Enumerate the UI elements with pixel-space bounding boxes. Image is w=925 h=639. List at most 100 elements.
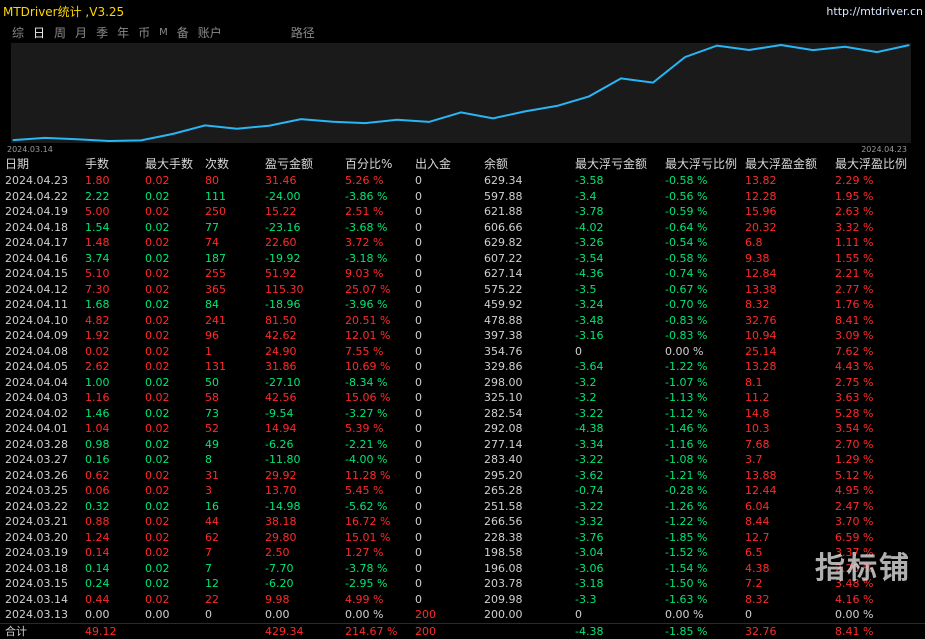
cell-percent: 214.67 % bbox=[345, 624, 397, 639]
tab-m[interactable]: M bbox=[159, 24, 168, 42]
cell-max-float-loss: -3.18 bbox=[575, 576, 603, 592]
tab-month[interactable]: 月 bbox=[75, 24, 87, 42]
cell-max-float-loss-pct: -1.22 % bbox=[665, 514, 707, 530]
cell-max-float-loss-pct: 0.00 % bbox=[665, 607, 703, 623]
cell-max-float-profit: 8.1 bbox=[745, 375, 763, 391]
tab-week[interactable]: 周 bbox=[54, 24, 66, 42]
cell-profit: -9.54 bbox=[265, 406, 293, 422]
cell-profit: 42.56 bbox=[265, 390, 297, 406]
cell-max-float-profit-pct: 3.32 % bbox=[835, 220, 873, 236]
cell-lots: 0.14 bbox=[85, 545, 110, 561]
cell-max-float-loss: 最大浮亏金额 bbox=[575, 156, 647, 173]
cell-trades: 0 bbox=[205, 607, 212, 623]
cell-max-lots: 0.02 bbox=[145, 406, 170, 422]
cell-percent: 1.27 % bbox=[345, 545, 383, 561]
cell-lots: 0.16 bbox=[85, 452, 110, 468]
balance-point bbox=[844, 46, 845, 47]
cell-max-float-profit: 6.5 bbox=[745, 545, 763, 561]
cell-lots: 5.00 bbox=[85, 204, 110, 220]
tab-summary[interactable]: 综 bbox=[12, 24, 24, 42]
cell-max-float-profit: 12.28 bbox=[745, 189, 777, 205]
cell-deposit: 0 bbox=[415, 251, 422, 267]
cell-trades: 1 bbox=[205, 344, 212, 360]
balance-point bbox=[780, 44, 781, 45]
tab-year[interactable]: 年 bbox=[117, 24, 129, 42]
balance-chart bbox=[11, 43, 911, 143]
cell-balance: 251.58 bbox=[484, 499, 523, 515]
cell-lots: 1.80 bbox=[85, 173, 110, 189]
cell-balance: 203.78 bbox=[484, 576, 523, 592]
cell-max-lots: 0.02 bbox=[145, 483, 170, 499]
cell-profit: 31.46 bbox=[265, 173, 297, 189]
cell-profit: -27.10 bbox=[265, 375, 300, 391]
cell-percent: 16.72 % bbox=[345, 514, 390, 530]
cell-max-lots: 0.02 bbox=[145, 390, 170, 406]
cell-percent: -5.62 % bbox=[345, 499, 387, 515]
cell-max-float-loss: -3.34 bbox=[575, 437, 603, 453]
tab-note[interactable]: 备 bbox=[177, 24, 189, 42]
cell-deposit: 0 bbox=[415, 344, 422, 360]
cell-max-float-profit-pct: 5.28 % bbox=[835, 406, 873, 422]
cell-max-float-loss: -3.22 bbox=[575, 452, 603, 468]
cell-trades: 84 bbox=[205, 297, 219, 313]
cell-profit: 81.50 bbox=[265, 313, 297, 329]
cell-deposit: 200 bbox=[415, 607, 436, 623]
cell-percent: 10.69 % bbox=[345, 359, 390, 375]
cell-percent: -3.27 % bbox=[345, 406, 387, 422]
cell-deposit: 0 bbox=[415, 483, 422, 499]
cell-deposit: 0 bbox=[415, 514, 422, 530]
cell-profit: 14.94 bbox=[265, 421, 297, 437]
cell-max-float-loss-pct: -1.08 % bbox=[665, 452, 707, 468]
cell-max-lots: 0.02 bbox=[145, 468, 170, 484]
tab-account[interactable]: 账户 bbox=[198, 24, 222, 42]
cell-trades: 77 bbox=[205, 220, 219, 236]
cell-max-lots: 0.02 bbox=[145, 421, 170, 437]
tab-path[interactable]: 路径 bbox=[291, 24, 315, 42]
cell-percent: 0.00 % bbox=[345, 607, 383, 623]
cell-date: 2024.03.14 bbox=[5, 592, 68, 608]
website-link[interactable]: http://mtdriver.cn bbox=[826, 5, 923, 18]
cell-profit: 31.86 bbox=[265, 359, 297, 375]
cell-trades: 次数 bbox=[205, 156, 229, 173]
cell-deposit: 0 bbox=[415, 421, 422, 437]
cell-lots: 1.46 bbox=[85, 406, 110, 422]
cell-max-float-loss: -3.76 bbox=[575, 530, 603, 546]
cell-trades: 241 bbox=[205, 313, 226, 329]
cell-balance: 629.82 bbox=[484, 235, 523, 251]
cell-max-float-loss: -3.2 bbox=[575, 375, 596, 391]
balance-point bbox=[620, 78, 621, 79]
cell-balance: 266.56 bbox=[484, 514, 523, 530]
cell-max-float-profit-pct: 3.63 % bbox=[835, 390, 873, 406]
cell-trades: 12 bbox=[205, 576, 219, 592]
cell-max-lots: 0.02 bbox=[145, 266, 170, 282]
balance-point bbox=[428, 121, 429, 122]
cell-trades: 49 bbox=[205, 437, 219, 453]
cell-profit: 42.62 bbox=[265, 328, 297, 344]
cell-date: 2024.04.17 bbox=[5, 235, 68, 251]
cell-max-float-loss-pct: -1.85 % bbox=[665, 624, 707, 639]
cell-max-float-loss-pct: -1.22 % bbox=[665, 359, 707, 375]
tab-day[interactable]: 日 bbox=[33, 24, 45, 42]
cell-percent: -3.68 % bbox=[345, 220, 387, 236]
cell-trades: 80 bbox=[205, 173, 219, 189]
tab-currency[interactable]: 币 bbox=[138, 24, 150, 42]
tab-quarter[interactable]: 季 bbox=[96, 24, 108, 42]
chart-start-date: 2024.03.14 bbox=[7, 145, 53, 154]
cell-percent: -8.34 % bbox=[345, 375, 387, 391]
cell-max-float-loss: -4.38 bbox=[575, 624, 603, 639]
cell-max-float-profit-pct: 最大浮盈比例 bbox=[835, 156, 907, 173]
cell-date: 2024.03.21 bbox=[5, 514, 68, 530]
cell-date: 2024.04.05 bbox=[5, 359, 68, 375]
cell-max-lots: 0.02 bbox=[145, 545, 170, 561]
cell-profit: -11.80 bbox=[265, 452, 300, 468]
cell-balance: 282.54 bbox=[484, 406, 523, 422]
cell-trades: 255 bbox=[205, 266, 226, 282]
cell-lots: 2.22 bbox=[85, 189, 110, 205]
balance-point bbox=[396, 119, 397, 120]
cell-balance: 292.08 bbox=[484, 421, 523, 437]
cell-percent: 25.07 % bbox=[345, 282, 390, 298]
cell-deposit: 0 bbox=[415, 328, 422, 344]
